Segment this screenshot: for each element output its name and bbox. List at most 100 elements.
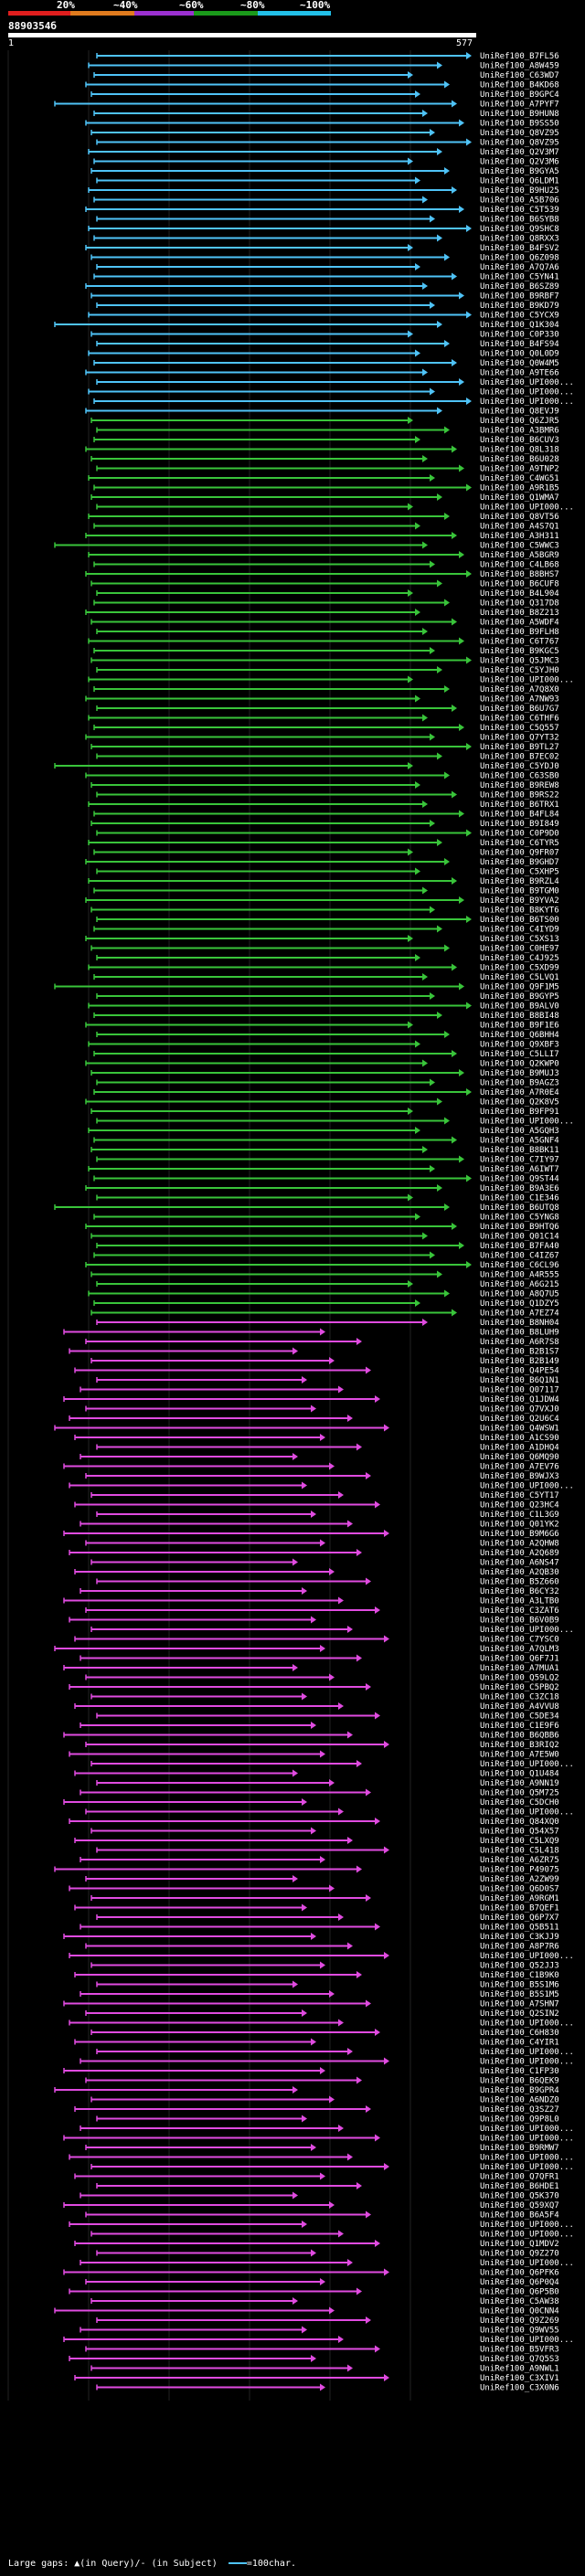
hit-label[interactable]: UniRef100_C6THF6 <box>480 715 559 724</box>
hit-label[interactable]: UniRef100_C1L3G9 <box>480 1511 559 1520</box>
hit-label[interactable]: UniRef100_Q8VZ95 <box>480 129 559 138</box>
hit-label[interactable]: UniRef100_Q8RXX3 <box>480 235 559 244</box>
hit-label[interactable]: UniRef100_Q2V3M6 <box>480 158 559 167</box>
hit-label[interactable]: UniRef100_B6TRX1 <box>480 800 559 810</box>
hit-label[interactable]: UniRef100_C1E346 <box>480 1194 559 1203</box>
hit-label[interactable]: UniRef100_A2ZW99 <box>480 1875 559 1884</box>
hit-label[interactable]: UniRef100_C5YJH0 <box>480 666 559 675</box>
hit-label[interactable]: UniRef100_UPI000... <box>480 676 574 685</box>
hit-label[interactable]: UniRef100_B9GPR4 <box>480 2086 559 2095</box>
hit-label[interactable]: UniRef100_B4L904 <box>480 589 559 599</box>
hit-label[interactable]: UniRef100_B6U028 <box>480 455 559 464</box>
hit-label[interactable]: UniRef100_C5DE34 <box>480 1712 559 1722</box>
hit-label[interactable]: UniRef100_C5YN41 <box>480 273 559 282</box>
hit-label[interactable]: UniRef100_Q1MDV2 <box>480 2240 559 2249</box>
hit-label[interactable]: UniRef100_Q5M725 <box>480 1789 559 1798</box>
hit-label[interactable]: UniRef100_A6ZR75 <box>480 1856 559 1865</box>
hit-label[interactable]: UniRef100_C0P9D0 <box>480 830 559 839</box>
hit-label[interactable]: UniRef100_A8Q7U5 <box>480 1290 559 1299</box>
hit-label[interactable]: UniRef100_Q9FR07 <box>480 849 559 858</box>
hit-label[interactable]: UniRef100_A5GNF4 <box>480 1137 559 1146</box>
hit-label[interactable]: UniRef100_B6SYB8 <box>480 216 559 225</box>
hit-label[interactable]: UniRef100_A9TE66 <box>480 369 559 378</box>
hit-label[interactable]: UniRef100_C7IY97 <box>480 1156 559 1165</box>
hit-label[interactable]: UniRef100_A3H311 <box>480 532 559 541</box>
hit-label[interactable]: UniRef100_A7Q7A6 <box>480 263 559 272</box>
hit-label[interactable]: UniRef100_UPI000... <box>480 2058 574 2067</box>
hit-label[interactable]: UniRef100_B7FL56 <box>480 52 559 61</box>
hit-label[interactable]: UniRef100_C4IYD9 <box>480 926 559 935</box>
hit-label[interactable]: UniRef100_C4LB68 <box>480 561 559 570</box>
hit-label[interactable]: UniRef100_C6CL96 <box>480 1261 559 1270</box>
hit-label[interactable]: UniRef100_A9NN19 <box>480 1779 559 1788</box>
hit-label[interactable]: UniRef100_UPI000... <box>480 388 574 398</box>
hit-label[interactable]: UniRef100_Q8VZ95 <box>480 139 559 148</box>
hit-label[interactable]: UniRef100_Q5K370 <box>480 2192 559 2201</box>
hit-label[interactable]: UniRef100_B7EC02 <box>480 753 559 762</box>
hit-label[interactable]: UniRef100_Q317D8 <box>480 599 559 609</box>
hit-label[interactable]: UniRef100_A8P7R6 <box>480 1943 559 1952</box>
hit-label[interactable]: UniRef100_B9MUJ3 <box>480 1069 559 1078</box>
hit-label[interactable]: UniRef100_A7EV76 <box>480 1463 559 1472</box>
hit-label[interactable]: UniRef100_C5WWC3 <box>480 542 559 551</box>
hit-label[interactable]: UniRef100_Q9WV55 <box>480 2327 559 2336</box>
hit-label[interactable]: UniRef100_A4S7Q1 <box>480 523 559 532</box>
hit-label[interactable]: UniRef100_B6A5F4 <box>480 2211 559 2221</box>
hit-label[interactable]: UniRef100_A2QHW8 <box>480 1540 559 1549</box>
hit-label[interactable]: UniRef100_Q59LQ2 <box>480 1674 559 1683</box>
hit-label[interactable]: UniRef100_UPI000... <box>480 2135 574 2144</box>
hit-label[interactable]: UniRef100_UPI000... <box>480 1118 574 1127</box>
hit-label[interactable]: UniRef100_C5YT17 <box>480 1491 559 1500</box>
hit-label[interactable]: UniRef100_C1B9K0 <box>480 1971 559 1980</box>
hit-label[interactable]: UniRef100_A7NW93 <box>480 695 559 705</box>
hit-label[interactable]: UniRef100_B9TGM0 <box>480 887 559 896</box>
hit-label[interactable]: UniRef100_B9ALV0 <box>480 1002 559 1012</box>
hit-label[interactable]: UniRef100_C5T539 <box>480 206 559 215</box>
hit-label[interactable]: UniRef100_B8BI48 <box>480 1012 559 1021</box>
hit-label[interactable]: UniRef100_Q9F1M5 <box>480 983 559 992</box>
hit-label[interactable]: UniRef100_B9GHD7 <box>480 858 559 867</box>
hit-label[interactable]: UniRef100_UPI000... <box>480 504 574 513</box>
hit-label[interactable]: UniRef100_A2Q689 <box>480 1549 559 1558</box>
hit-label[interactable]: UniRef100_A9TNP2 <box>480 465 559 474</box>
hit-label[interactable]: UniRef100_C3ZC18 <box>480 1693 559 1702</box>
hit-label[interactable]: UniRef100_Q6Z098 <box>480 254 559 263</box>
hit-label[interactable]: UniRef100_B9REW8 <box>480 781 559 790</box>
hit-label[interactable]: UniRef100_Q6BHH4 <box>480 1031 559 1040</box>
hit-label[interactable]: UniRef100_C6T767 <box>480 638 559 647</box>
hit-label[interactable]: UniRef100_A7PYF7 <box>480 101 559 110</box>
hit-label[interactable]: UniRef100_UPI000... <box>480 378 574 387</box>
hit-label[interactable]: UniRef100_B8BK11 <box>480 1146 559 1155</box>
hit-label[interactable]: UniRef100_UPI000... <box>480 2221 574 2230</box>
hit-label[interactable]: UniRef100_A1DHQ4 <box>480 1444 559 1453</box>
hit-label[interactable]: UniRef100_Q0CNN4 <box>480 2307 559 2316</box>
hit-label[interactable]: UniRef100_A6G215 <box>480 1280 559 1289</box>
hit-label[interactable]: UniRef100_B5S1M5 <box>480 1990 559 1999</box>
hit-label[interactable]: UniRef100_Q9P8L0 <box>480 2115 559 2125</box>
hit-label[interactable]: UniRef100_C1FP30 <box>480 2067 559 2076</box>
hit-label[interactable]: UniRef100_C5YDJ0 <box>480 762 559 771</box>
hit-label[interactable]: UniRef100_B4FSV2 <box>480 244 559 253</box>
hit-label[interactable]: UniRef100_Q1K304 <box>480 321 559 330</box>
hit-label[interactable]: UniRef100_UPI000... <box>480 1482 574 1491</box>
hit-label[interactable]: UniRef100_Q1DZY5 <box>480 1299 559 1309</box>
hit-label[interactable]: UniRef100_B9FLH8 <box>480 628 559 637</box>
hit-label[interactable]: UniRef100_B9A3E6 <box>480 1184 559 1193</box>
hit-label[interactable]: UniRef100_B9HU25 <box>480 186 559 196</box>
hit-label[interactable]: UniRef100_Q6P0Q4 <box>480 2278 559 2287</box>
hit-label[interactable]: UniRef100_A6NS47 <box>480 1559 559 1568</box>
hit-label[interactable]: UniRef100_A2QB30 <box>480 1568 559 1577</box>
hit-label[interactable]: UniRef100_Q07117 <box>480 1386 559 1395</box>
hit-label[interactable]: UniRef100_Q2V3M7 <box>480 148 559 157</box>
hit-label[interactable]: UniRef100_C5L418 <box>480 1847 559 1856</box>
hit-label[interactable]: UniRef100_B6CUF8 <box>480 580 559 589</box>
hit-label[interactable]: UniRef100_A4VVU8 <box>480 1702 559 1712</box>
hit-label[interactable]: UniRef100_P49075 <box>480 1866 559 1875</box>
hit-label[interactable]: UniRef100_B6U7G7 <box>480 705 559 714</box>
hit-label[interactable]: UniRef100_A9R1B5 <box>480 484 559 493</box>
hit-label[interactable]: UniRef100_Q6D0S7 <box>480 1885 559 1894</box>
hit-label[interactable]: UniRef100_B9AGZ3 <box>480 1079 559 1088</box>
hit-label[interactable]: UniRef100_C4J925 <box>480 954 559 963</box>
hit-label[interactable]: UniRef100_UPI000... <box>480 1626 574 1635</box>
hit-label[interactable]: UniRef100_Q0L0D9 <box>480 350 559 359</box>
